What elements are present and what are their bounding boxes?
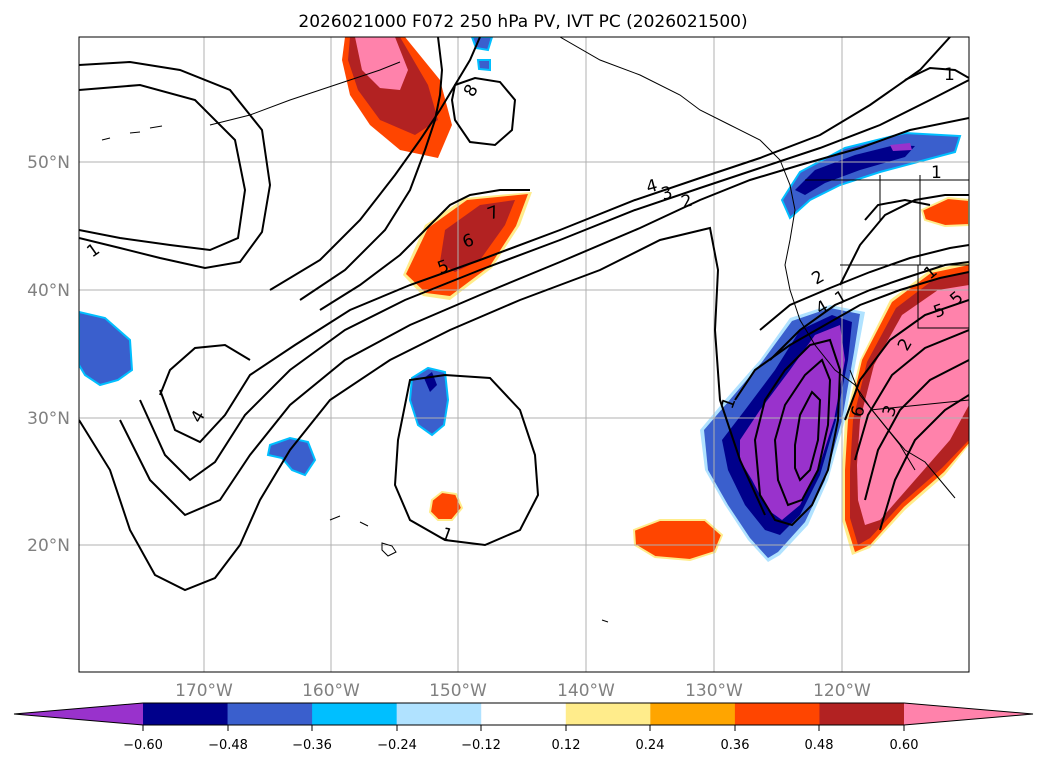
coastline-alaska xyxy=(559,37,796,211)
coastline-small-islands xyxy=(101,125,609,623)
colorbar-tick-label: −0.60 xyxy=(123,738,163,753)
anomaly-trough-purple xyxy=(740,325,845,520)
contour-label: 3 xyxy=(659,183,675,205)
colorbar-tick-label: 0.60 xyxy=(890,738,919,753)
contour-line-4 xyxy=(119,117,969,517)
colorbar: −0.60 −0.48 −0.36 −0.24 −0.12 0.12 0.24 … xyxy=(13,702,1034,753)
lat-label-50n: 50°N xyxy=(27,153,70,173)
colorbar-labels: −0.60 −0.48 −0.36 −0.24 −0.12 0.12 0.24 … xyxy=(123,738,918,753)
contour-line-15 xyxy=(734,271,969,401)
contour-line-12 xyxy=(393,373,540,547)
contour-line-3 xyxy=(79,226,766,592)
contour-line-6 xyxy=(159,37,951,444)
lon-label-170w: 170°W xyxy=(175,681,233,701)
colorbar-tick-label: −0.12 xyxy=(461,738,501,753)
lon-label-120w: 120°W xyxy=(813,681,871,701)
colorbar-tick-label: −0.36 xyxy=(292,738,332,753)
anomaly-orange-150w xyxy=(428,490,464,521)
colorbar-extend-low xyxy=(14,703,143,725)
colorbar-tick-label: 0.48 xyxy=(805,738,834,753)
colorbar-extend-high xyxy=(904,703,1033,725)
border-states xyxy=(840,175,969,329)
anomaly-central-darkred xyxy=(440,200,515,272)
contour-label: 6 xyxy=(848,404,870,420)
anomaly-top-blue xyxy=(470,37,494,52)
contour-label: 4 xyxy=(644,176,660,198)
contour-line-5 xyxy=(139,79,969,482)
contour-line-13 xyxy=(759,244,969,331)
colorbar-segments xyxy=(14,703,1033,725)
colorbar-segment xyxy=(734,703,820,725)
contour-line-19 xyxy=(844,299,969,421)
contour-line-7 xyxy=(159,343,251,396)
contour-line-10 xyxy=(319,189,530,311)
lon-label-160w: 160°W xyxy=(302,681,360,701)
coastline-hawaii xyxy=(329,515,397,557)
anomaly-orange-northeast xyxy=(920,196,969,228)
gridlines xyxy=(79,37,969,672)
colorbar-tick-label: −0.48 xyxy=(208,738,248,753)
colorbar-segment xyxy=(143,703,229,725)
contour-line-9 xyxy=(299,37,444,301)
contour-label: 1 xyxy=(931,163,942,183)
colorbar-segment xyxy=(481,703,567,725)
contour-line-25 xyxy=(864,198,931,221)
contour-line-11 xyxy=(450,76,517,147)
contour-label: 1 xyxy=(944,65,955,85)
border-us-mexico xyxy=(869,399,969,411)
anomaly-orange-132w xyxy=(632,519,724,562)
latitude-labels: 50°N 40°N 30°N 20°N xyxy=(27,153,70,556)
anomaly-coast-blue-north xyxy=(780,131,962,220)
contour-line-18 xyxy=(794,390,822,482)
colorbar-segment xyxy=(227,703,313,725)
map-frame xyxy=(78,36,970,673)
contour-line-17 xyxy=(773,358,832,507)
colorbar-tick-label: 0.12 xyxy=(552,738,581,753)
lon-label-140w: 140°W xyxy=(557,681,615,701)
lat-label-20n: 20°N xyxy=(27,536,70,556)
anomaly-blue-165w xyxy=(266,436,317,477)
anomaly-coast-purple-north xyxy=(890,143,912,151)
colorbar-tick-label: 0.24 xyxy=(636,738,665,753)
map-title: 2026021000 F072 250 hPa PV, IVT PC (2026… xyxy=(298,12,747,32)
colorbar-segment xyxy=(819,703,905,725)
lat-label-40n: 40°N xyxy=(27,281,70,301)
anomaly-west-blue xyxy=(79,310,134,387)
anomaly-top-small-blue xyxy=(476,59,491,72)
contour-label: 2 xyxy=(679,191,695,213)
lat-label-30n: 30°N xyxy=(27,409,70,429)
colorbar-segment xyxy=(396,703,482,725)
anomaly-ridge-pink xyxy=(857,285,969,525)
contour-line-22 xyxy=(879,394,969,531)
map-panel: 1 8 7 6 5 4 3 2 1 1 4 1 1 2 4 1 5 1 3 6 xyxy=(78,36,970,673)
contour-line-24 xyxy=(904,66,969,81)
anomaly-coast-darkblue-north xyxy=(795,145,915,195)
colorbar-ticks xyxy=(142,725,905,731)
longitude-labels: 170°W 160°W 150°W 140°W 130°W 120°W xyxy=(175,681,871,701)
colorbar-segment xyxy=(565,703,651,725)
contour-line-14 xyxy=(769,261,969,361)
contour-line-1 xyxy=(79,60,272,270)
contour-line-21 xyxy=(864,359,969,501)
contour-line-2 xyxy=(79,83,247,252)
colorbar-tick-label: −0.24 xyxy=(377,738,417,753)
colorbar-segment xyxy=(650,703,736,725)
contour-line-23 xyxy=(839,194,969,286)
colorbar-tick-label: 0.36 xyxy=(721,738,750,753)
lon-label-130w: 130°W xyxy=(685,681,743,701)
contour-line-8 xyxy=(269,37,481,291)
coastline-west-us xyxy=(784,209,956,499)
contour-line-20 xyxy=(854,329,969,461)
contour-line-16 xyxy=(753,338,842,527)
contours xyxy=(79,37,969,592)
colorbar-segment xyxy=(312,703,398,725)
anomaly-north-pink xyxy=(355,37,408,90)
shaded-anomalies xyxy=(79,37,969,562)
lon-label-150w: 150°W xyxy=(429,681,487,701)
